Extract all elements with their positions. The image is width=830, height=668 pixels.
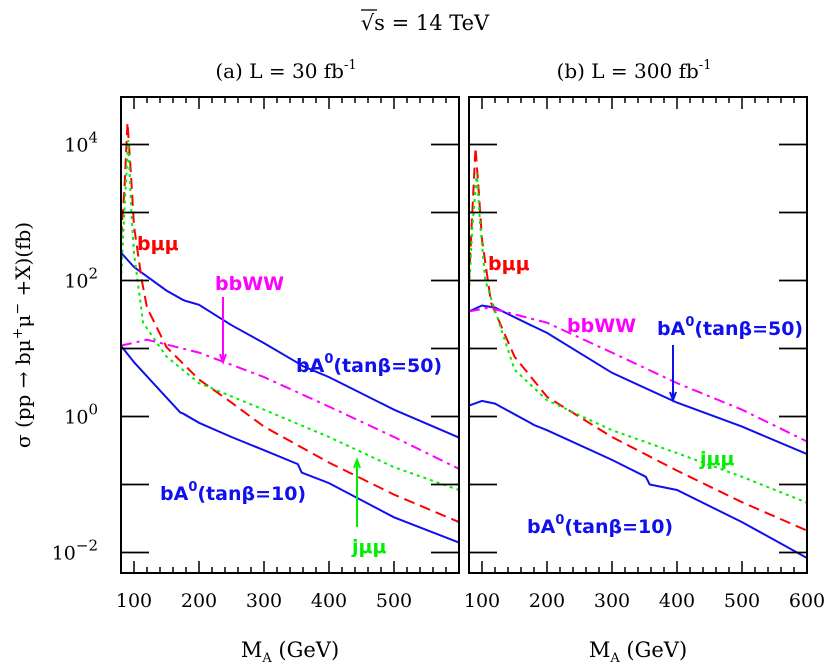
panel-title-sup: -1 xyxy=(344,58,357,73)
y-title-sup: − xyxy=(10,303,26,315)
y-title-part: μ xyxy=(11,315,35,328)
y-tick-base: 10 xyxy=(52,543,76,565)
series-label-rest: (tanβ=50) xyxy=(333,355,442,377)
series-label-sup: 0 xyxy=(324,352,333,367)
figure-title: √s = 14 TeV xyxy=(361,11,490,35)
x-axis-title: MA (GeV) xyxy=(241,638,339,666)
series-line-bA0-1 xyxy=(121,345,459,544)
x-tick-label: 200 xyxy=(529,590,565,612)
y-tick-label: 10−2 xyxy=(52,537,98,565)
series-label-bA0: bA0(tanβ=10) xyxy=(527,513,673,538)
series-label-bbWW: bbWW xyxy=(567,315,636,337)
series-label-main: jμμ xyxy=(351,536,386,558)
y-tick-label: 100 xyxy=(64,401,98,429)
x-tick-label: 300 xyxy=(594,590,630,612)
series-label-main: bbWW xyxy=(215,273,284,295)
series-label-main: jμμ xyxy=(699,448,734,470)
series-line-bA0-0 xyxy=(121,252,459,439)
y-tick-label: 102 xyxy=(64,265,98,293)
x-axis-title: MA (GeV) xyxy=(589,638,687,666)
x-title-sub: A xyxy=(609,651,620,666)
y-tick-label: 104 xyxy=(64,129,98,157)
series-line-bA0-0 xyxy=(469,304,807,456)
panel-a: (a) L = 30 fb-1bA0(tanβ=50)bA0(tanβ=10)b… xyxy=(52,58,460,666)
x-tick-label: 100 xyxy=(464,590,500,612)
panel-b: (b) L = 300 fb-1bA0(tanβ=50)bA0(tanβ=10)… xyxy=(464,58,825,666)
series-label-bA0: bA0(tanβ=50) xyxy=(657,315,803,340)
y-tick-base: 10 xyxy=(64,407,88,429)
x-title-rest: (GeV) xyxy=(620,638,687,662)
y-tick-base: 10 xyxy=(64,271,88,293)
series-line-bA0-1 xyxy=(469,399,807,559)
y-title-sup: + xyxy=(10,328,26,340)
x-title-main: M xyxy=(589,638,611,662)
series-line-jmumu-3 xyxy=(121,139,459,491)
x-tick-label: 600 xyxy=(789,590,825,612)
y-title-part: σ (pp → bμ xyxy=(11,339,35,448)
series-label-jmumu: jμμ xyxy=(699,448,734,470)
series-label-jmumu: jμμ xyxy=(351,536,386,558)
series-label-bbWW: bbWW xyxy=(215,273,284,295)
x-title-rest: (GeV) xyxy=(272,638,339,662)
x-title-main: M xyxy=(241,638,263,662)
series-label-bmumu: bμμ xyxy=(488,253,530,275)
x-tick-label: 400 xyxy=(659,590,695,612)
x-tick-label: 500 xyxy=(724,590,760,612)
series-line-bmumu-2 xyxy=(469,147,807,532)
series-label-main: bA xyxy=(160,483,189,505)
x-tick-label: 500 xyxy=(376,590,412,612)
y-tick-exp: 2 xyxy=(88,265,98,283)
series-label-main: bA xyxy=(527,516,556,538)
series-label-bA0: bA0(tanβ=10) xyxy=(160,480,306,505)
series-line-bbWW-4 xyxy=(469,306,807,443)
series-label-main: bμμ xyxy=(137,233,179,255)
series-label-rest: (tanβ=10) xyxy=(197,483,306,505)
series-line-bmumu-2 xyxy=(121,122,459,524)
panel-title-sup: -1 xyxy=(699,58,712,73)
x-tick-label: 200 xyxy=(181,590,217,612)
panel-title: (a) L = 30 fb-1 xyxy=(215,58,356,83)
arrowhead-icon xyxy=(219,353,227,365)
series-label-bA0: bA0(tanβ=50) xyxy=(296,352,442,377)
panel-title-text: (a) L = 30 fb xyxy=(215,59,344,83)
y-tick-exp: 4 xyxy=(88,129,98,147)
x-tick-label: 300 xyxy=(246,590,282,612)
y-tick-base: 10 xyxy=(64,135,88,157)
y-axis-title: σ (pp → bμ+μ− +X)(fb) xyxy=(10,222,35,448)
series-label-main: bA xyxy=(296,355,325,377)
series-label-rest: (tanβ=10) xyxy=(564,516,673,538)
series-label-bmumu: bμμ xyxy=(137,233,179,255)
panel-title-text: (b) L = 300 fb xyxy=(557,59,699,83)
series-line-bbWW-4 xyxy=(121,338,459,470)
y-tick-exp: 0 xyxy=(88,401,98,419)
svg-text:σ (pp → bμ+μ− +X)(fb): σ (pp → bμ+μ− +X)(fb) xyxy=(10,222,35,448)
series-label-main: bbWW xyxy=(567,315,636,337)
series-label-sup: 0 xyxy=(188,480,197,495)
series-label-sup: 0 xyxy=(685,315,694,330)
y-tick-exp: −2 xyxy=(76,537,98,555)
arrowhead-icon xyxy=(353,457,361,469)
series-label-sup: 0 xyxy=(555,513,564,528)
x-title-sub: A xyxy=(261,651,272,666)
series-label-main: bA xyxy=(657,318,686,340)
series-label-rest: (tanβ=50) xyxy=(694,318,803,340)
panel-title: (b) L = 300 fb-1 xyxy=(557,58,712,83)
arrowhead-icon xyxy=(669,391,677,403)
x-tick-label: 400 xyxy=(311,590,347,612)
x-tick-label: 100 xyxy=(116,590,152,612)
series-label-main: bμμ xyxy=(488,253,530,275)
y-title-part: +X)(fb) xyxy=(11,222,35,303)
